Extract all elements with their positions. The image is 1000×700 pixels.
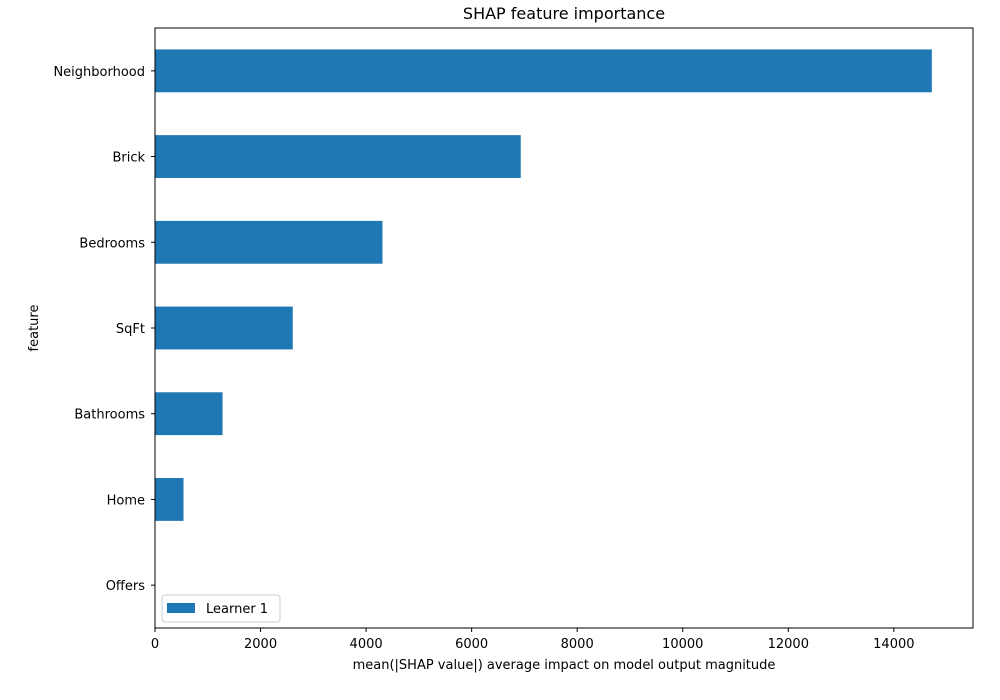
x-tick-label: 14000 xyxy=(873,637,914,652)
bar-brick xyxy=(155,135,521,178)
x-tick-label: 4000 xyxy=(350,637,383,652)
x-axis-label: mean(|SHAP value|) average impact on mod… xyxy=(353,658,776,673)
y-tick-label: Neighborhood xyxy=(53,65,145,80)
x-tick-label: 10000 xyxy=(662,637,703,652)
chart-title: SHAP feature importance xyxy=(463,4,665,23)
bar-neighborhood xyxy=(155,49,932,93)
plot-frame xyxy=(154,27,974,629)
y-tick-label: Offers xyxy=(106,579,146,594)
legend: Learner 1 xyxy=(161,594,281,623)
y-ticks-group: Neighborhood Brick Bedrooms SqFt Bathrooms Ho… xyxy=(53,65,155,594)
x-tick-label: 0 xyxy=(151,637,159,652)
bar-bedrooms xyxy=(155,220,383,264)
bar-bathrooms xyxy=(155,392,223,436)
legend-swatch xyxy=(167,603,195,613)
y-tick-label: Bathrooms xyxy=(74,408,145,423)
legend-box xyxy=(161,594,281,623)
x-tick-label: 8000 xyxy=(561,637,594,652)
x-tick-label: 6000 xyxy=(455,637,488,652)
x-tick-label: 2000 xyxy=(244,637,277,652)
bars-group xyxy=(155,49,932,521)
y-tick-label: Home xyxy=(107,493,145,508)
y-tick-label: Brick xyxy=(112,151,145,166)
x-ticks-group: 0 2000 4000 6000 8000 10000 12000 14000 xyxy=(151,628,915,652)
y-axis-label: feature xyxy=(27,305,42,352)
bar-home xyxy=(155,478,184,521)
legend-label: Learner 1 xyxy=(206,602,268,617)
y-tick-label: SqFt xyxy=(116,322,145,337)
bar-sqft xyxy=(155,306,293,350)
y-tick-label: Bedrooms xyxy=(79,236,145,251)
x-tick-label: 12000 xyxy=(768,637,809,652)
